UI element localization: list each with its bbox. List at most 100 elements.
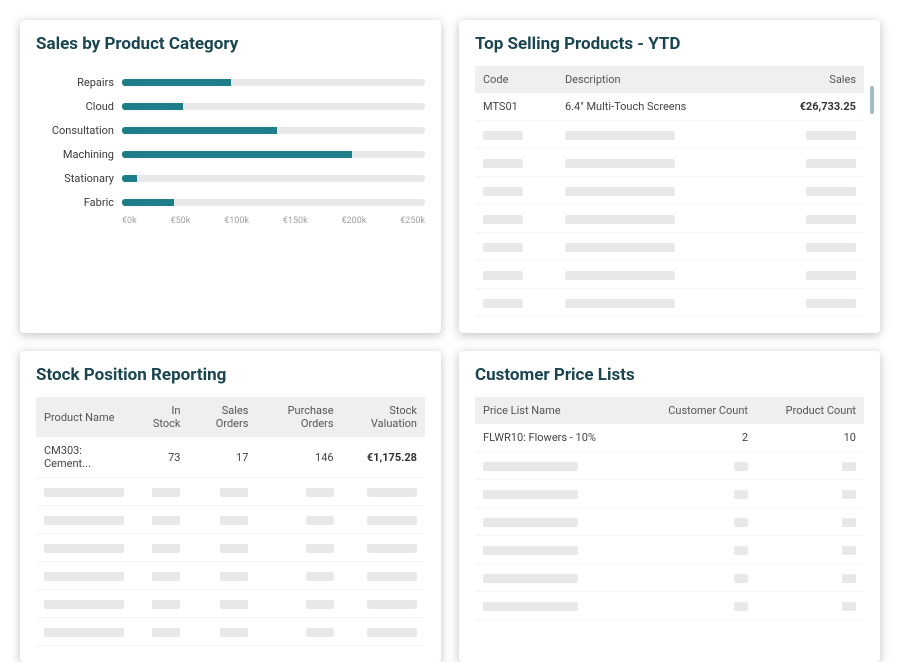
- table-row[interactable]: [475, 452, 864, 480]
- skeleton-placeholder: [44, 600, 124, 609]
- table-cell: [756, 536, 864, 564]
- table-cell: [342, 590, 425, 618]
- table-row[interactable]: [475, 289, 864, 317]
- table-row[interactable]: [475, 121, 864, 149]
- table-row[interactable]: [475, 205, 864, 233]
- table-row[interactable]: [475, 261, 864, 289]
- table-row[interactable]: [475, 592, 864, 620]
- skeleton-placeholder: [842, 602, 856, 611]
- skeleton-placeholder: [220, 516, 248, 525]
- chart-bar-fill: [122, 103, 183, 110]
- skeleton-placeholder: [220, 488, 248, 497]
- skeleton-placeholder: [152, 600, 180, 609]
- dashboard-grid: Sales by Product Category RepairsCloudCo…: [20, 20, 880, 662]
- skeleton-placeholder: [483, 131, 523, 140]
- card-title: Customer Price Lists: [475, 365, 864, 385]
- table-row[interactable]: MTS016.4" Multi-Touch Screens€26,733.25: [475, 93, 864, 121]
- skeleton-placeholder: [806, 271, 856, 280]
- table-row[interactable]: [36, 590, 425, 618]
- skeleton-placeholder: [734, 602, 748, 611]
- skeleton-placeholder: [367, 544, 417, 553]
- table-cell: [756, 564, 864, 592]
- skeleton-placeholder: [734, 518, 748, 527]
- col-description: Description: [557, 66, 758, 93]
- table-cell: [475, 592, 636, 620]
- chart-category-label: Machining: [36, 148, 122, 161]
- table-cell: [342, 562, 425, 590]
- chart-bar-fill: [122, 151, 352, 158]
- card-top-selling-products: Top Selling Products - YTD Code Descript…: [459, 20, 880, 333]
- table-cell: [475, 480, 636, 508]
- table-cell: [342, 478, 425, 506]
- table-cell: [758, 233, 864, 261]
- table-row[interactable]: [36, 506, 425, 534]
- skeleton-placeholder: [367, 572, 417, 581]
- table-cell: [557, 233, 758, 261]
- skeleton-placeholder: [734, 574, 748, 583]
- table-row[interactable]: [36, 478, 425, 506]
- skeleton-placeholder: [483, 159, 523, 168]
- table-row[interactable]: [36, 618, 425, 646]
- chart-category-label: Repairs: [36, 76, 122, 89]
- axis-tick: €0k: [122, 216, 137, 226]
- skeleton-placeholder: [483, 243, 523, 252]
- stock-table: Product Name In Stock Sales Orders Purch…: [36, 397, 425, 646]
- col-sales: Sales: [758, 66, 864, 93]
- skeleton-placeholder: [152, 488, 180, 497]
- table-row[interactable]: CM303: Cement...7317146€1,175.28: [36, 437, 425, 478]
- table-row[interactable]: [475, 177, 864, 205]
- skeleton-placeholder: [44, 572, 124, 581]
- skeleton-placeholder: [483, 187, 523, 196]
- skeleton-placeholder: [306, 572, 334, 581]
- skeleton-placeholder: [483, 518, 578, 527]
- skeleton-placeholder: [152, 628, 180, 637]
- table-cell: [256, 618, 341, 646]
- card-title: Top Selling Products - YTD: [475, 34, 864, 54]
- table-row[interactable]: [36, 534, 425, 562]
- skeleton-placeholder: [842, 462, 856, 471]
- skeleton-placeholder: [220, 628, 248, 637]
- skeleton-placeholder: [152, 572, 180, 581]
- table-row[interactable]: FLWR10: Flowers - 10%210: [475, 424, 864, 452]
- col-customer-count: Customer Count: [636, 397, 756, 424]
- table-cell: [636, 592, 756, 620]
- table-cell: [342, 506, 425, 534]
- table-row[interactable]: [475, 233, 864, 261]
- skeleton-placeholder: [842, 518, 856, 527]
- table-cell: [342, 618, 425, 646]
- skeleton-placeholder: [842, 490, 856, 499]
- table-cell: [36, 618, 137, 646]
- skeleton-placeholder: [152, 544, 180, 553]
- table-header-row: Price List Name Customer Count Product C…: [475, 397, 864, 424]
- table-cell: 10: [756, 424, 864, 452]
- table-cell: [188, 590, 256, 618]
- skeleton-placeholder: [734, 546, 748, 555]
- col-stock-valuation: Stock Valuation: [342, 397, 425, 437]
- table-cell: [475, 205, 557, 233]
- skeleton-placeholder: [44, 488, 124, 497]
- chart-x-axis: €0k€50k€100k€150k€200k€250k: [122, 214, 425, 226]
- table-cell: CM303: Cement...: [36, 437, 137, 478]
- table-row[interactable]: [36, 562, 425, 590]
- chart-bar-row: Fabric: [36, 190, 425, 214]
- table-row[interactable]: [475, 480, 864, 508]
- table-cell: 6.4" Multi-Touch Screens: [557, 93, 758, 121]
- table-cell: [36, 506, 137, 534]
- table-cell: [188, 534, 256, 562]
- table-row[interactable]: [475, 564, 864, 592]
- skeleton-placeholder: [44, 544, 124, 553]
- table-cell: [342, 534, 425, 562]
- table-row[interactable]: [475, 536, 864, 564]
- table-row[interactable]: [475, 149, 864, 177]
- table-row[interactable]: [475, 508, 864, 536]
- table-cell: [256, 478, 341, 506]
- table-cell: [758, 289, 864, 317]
- skeleton-placeholder: [483, 546, 578, 555]
- skeleton-placeholder: [367, 488, 417, 497]
- skeleton-placeholder: [806, 131, 856, 140]
- skeleton-placeholder: [152, 516, 180, 525]
- table-cell: [475, 452, 636, 480]
- table-cell: [756, 452, 864, 480]
- chart-bar-track: [122, 103, 425, 110]
- scrollbar-thumb[interactable]: [870, 86, 874, 114]
